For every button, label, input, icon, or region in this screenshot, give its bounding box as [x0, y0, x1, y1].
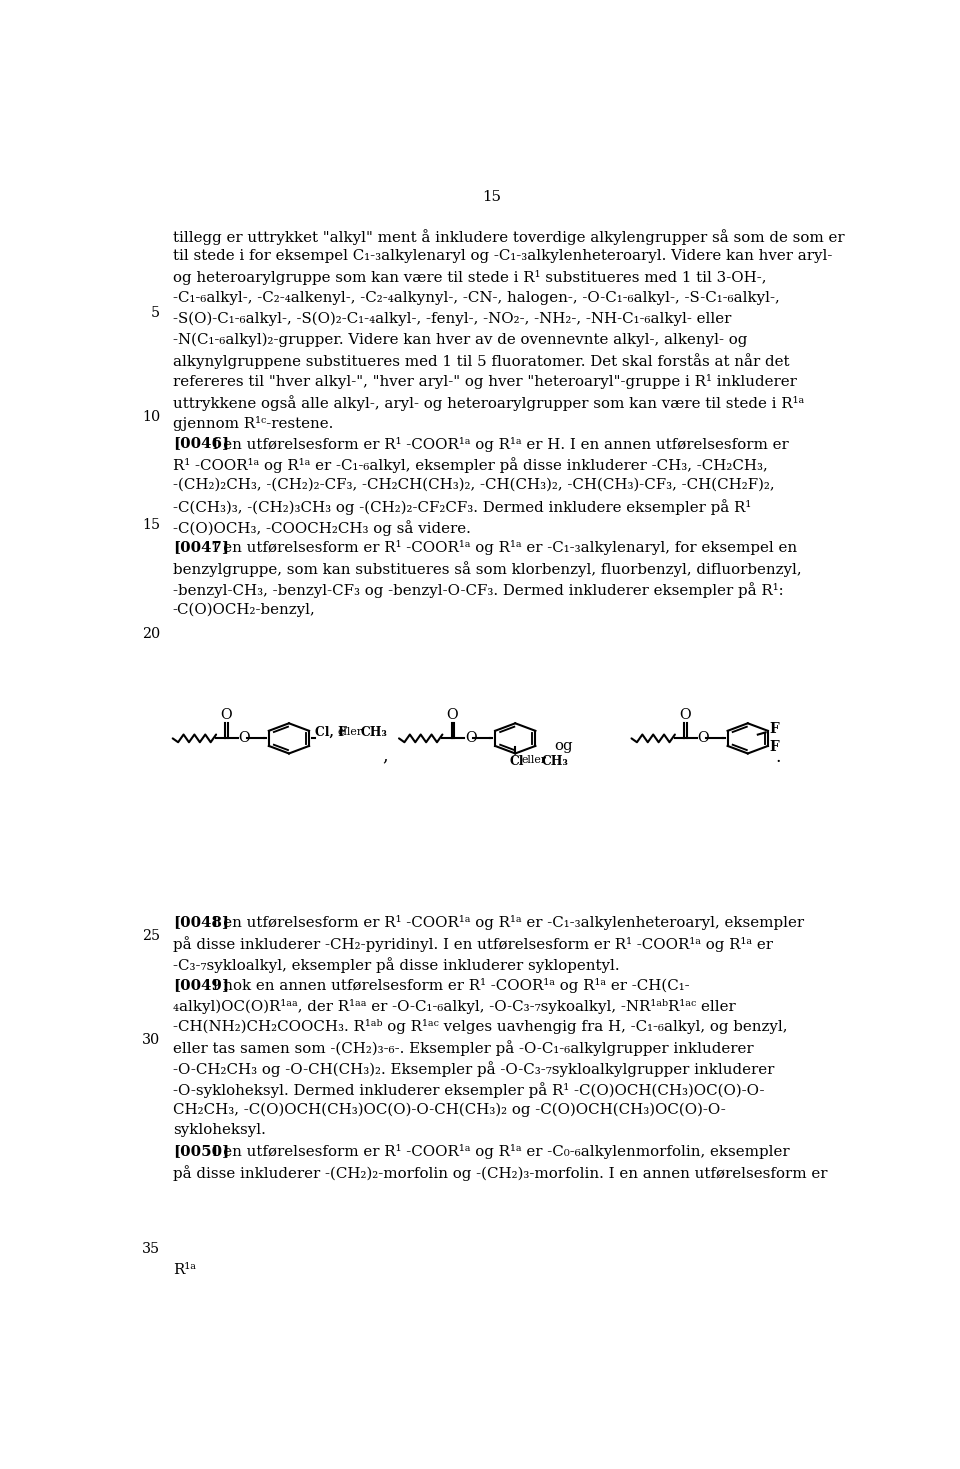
Text: 5: 5	[151, 306, 160, 320]
Text: F: F	[769, 723, 780, 736]
Text: 20: 20	[142, 627, 160, 640]
Text: og heteroarylgruppe som kan være til stede i R¹ substitueres med 1 til 3-OH-,: og heteroarylgruppe som kan være til ste…	[173, 270, 766, 285]
Text: -O-CH₂CH₃ og -O-CH(CH₃)₂. Eksempler på -O-C₃-₇sykloalkylgrupper inkluderer: -O-CH₂CH₃ og -O-CH(CH₃)₂. Eksempler på -…	[173, 1061, 774, 1077]
Text: -S(O)-C₁-₆alkyl-, -S(O)₂-C₁-₄alkyl-, -fenyl-, -NO₂-, -NH₂-, -NH-C₁-₆alkyl- eller: -S(O)-C₁-₆alkyl-, -S(O)₂-C₁-₄alkyl-, -fe…	[173, 311, 732, 326]
Text: 15: 15	[483, 190, 501, 204]
Text: uttrykkene også alle alkyl-, aryl- og heteroarylgrupper som kan være til stede i: uttrykkene også alle alkyl-, aryl- og he…	[173, 395, 804, 411]
Text: benzylgruppe, som kan substitueres så som klorbenzyl, fluorbenzyl, difluorbenzyl: benzylgruppe, som kan substitueres så so…	[173, 561, 802, 577]
Text: O: O	[697, 730, 709, 745]
Text: 30: 30	[142, 1033, 160, 1047]
Text: tillegg er uttrykket "alkyl" ment å inkludere toverdige alkylengrupper så som de: tillegg er uttrykket "alkyl" ment å inkl…	[173, 229, 845, 244]
Text: [0050]: [0050]	[173, 1144, 228, 1158]
Text: CH₃: CH₃	[541, 755, 568, 768]
Text: 15: 15	[142, 519, 160, 532]
Text: -CH(NH₂)CH₂COOCH₃. R¹ᵃᵇ og R¹ᵃᶜ velges uavhengig fra H, -C₁-₆alkyl, og benzyl,: -CH(NH₂)CH₂COOCH₃. R¹ᵃᵇ og R¹ᵃᶜ velges u…	[173, 1019, 787, 1034]
Text: O: O	[446, 708, 458, 723]
Text: ,: ,	[382, 746, 388, 764]
Text: 25: 25	[142, 930, 160, 943]
Text: R¹ -COOR¹ᵃ og R¹ᵃ er -C₁-₆alkyl, eksempler på disse inkluderer -CH₃, -CH₂CH₃,: R¹ -COOR¹ᵃ og R¹ᵃ er -C₁-₆alkyl, eksempl…	[173, 457, 767, 473]
Text: [0046]: [0046]	[173, 436, 228, 451]
Text: ₄alkyl)OC(O)R¹ᵃᵃ, der R¹ᵃᵃ er -O-C₁-₆alkyl, -O-C₃-₇sykoalkyl, -NR¹ᵃᵇR¹ᵃᶜ eller: ₄alkyl)OC(O)R¹ᵃᵃ, der R¹ᵃᵃ er -O-C₁-₆alk…	[173, 999, 735, 1014]
Text: I en utførelsesform er R¹ -COOR¹ᵃ og R¹ᵃ er H. I en annen utførelsesform er: I en utførelsesform er R¹ -COOR¹ᵃ og R¹ᵃ…	[203, 436, 789, 451]
Text: sykloheksyl.: sykloheksyl.	[173, 1124, 266, 1137]
Text: eller tas samen som -(CH₂)₃-₆-. Eksempler på -O-C₁-₆alkylgrupper inkluderer: eller tas samen som -(CH₂)₃-₆-. Eksemple…	[173, 1040, 754, 1056]
Text: O: O	[465, 730, 476, 745]
Text: refereres til "hver alkyl-", "hver aryl-" og hver "heteroaryl"-gruppe i R¹ inklu: refereres til "hver alkyl-", "hver aryl-…	[173, 375, 797, 389]
Text: -(CH₂)₂CH₃, -(CH₂)₂-CF₃, -CH₂CH(CH₃)₂, -CH(CH₃)₂, -CH(CH₃)-CF₃, -CH(CH₂F)₂,: -(CH₂)₂CH₃, -(CH₂)₂-CF₃, -CH₂CH(CH₃)₂, -…	[173, 477, 775, 492]
Text: CH₂CH₃, -C(O)OCH(CH₃)OC(O)-O-CH(CH₃)₂ og -C(O)OCH(CH₃)OC(O)-O-: CH₂CH₃, -C(O)OCH(CH₃)OC(O)-O-CH(CH₃)₂ og…	[173, 1103, 726, 1116]
Text: på disse inkluderer -CH₂-pyridinyl. I en utførelsesform er R¹ -COOR¹ᵃ og R¹ᵃ er: på disse inkluderer -CH₂-pyridinyl. I en…	[173, 936, 773, 952]
Text: O: O	[239, 730, 251, 745]
Text: på disse inkluderer -(CH₂)₂-morfolin og -(CH₂)₃-morfolin. I en annen utførelsesf: på disse inkluderer -(CH₂)₂-morfolin og …	[173, 1165, 828, 1181]
Text: -O-sykloheksyl. Dermed inkluderer eksempler på R¹ -C(O)OCH(CH₃)OC(O)-O-: -O-sykloheksyl. Dermed inkluderer eksemp…	[173, 1081, 764, 1097]
Text: R¹ᵃ: R¹ᵃ	[173, 1263, 196, 1277]
Text: I en utførelsesform er R¹ -COOR¹ᵃ og R¹ᵃ er -C₁-₃alkylenheteroaryl, eksempler: I en utførelsesform er R¹ -COOR¹ᵃ og R¹ᵃ…	[203, 915, 804, 930]
Text: F: F	[769, 740, 780, 755]
Text: I en utførelsesform er R¹ -COOR¹ᵃ og R¹ᵃ er -C₁-₃alkylenaryl, for eksempel en: I en utførelsesform er R¹ -COOR¹ᵃ og R¹ᵃ…	[203, 541, 797, 555]
Text: .: .	[776, 748, 781, 765]
Text: gjennom R¹ᶜ-restene.: gjennom R¹ᶜ-restene.	[173, 416, 333, 430]
Text: O: O	[679, 708, 691, 723]
Text: Cl, F: Cl, F	[315, 726, 348, 739]
Text: eller: eller	[337, 727, 362, 737]
Text: [0049]: [0049]	[173, 978, 228, 992]
Text: Cl: Cl	[509, 755, 523, 768]
Text: 10: 10	[142, 410, 160, 423]
Text: I en utførelsesform er R¹ -COOR¹ᵃ og R¹ᵃ er -C₀-₆alkylenmorfolin, eksempler: I en utførelsesform er R¹ -COOR¹ᵃ og R¹ᵃ…	[203, 1144, 789, 1159]
Text: -N(C₁-₆alkyl)₂-grupper. Videre kan hver av de ovennevnte alkyl-, alkenyl- og: -N(C₁-₆alkyl)₂-grupper. Videre kan hver …	[173, 332, 747, 347]
Text: og: og	[554, 739, 572, 754]
Text: CH₃: CH₃	[360, 726, 387, 739]
Text: -C₁-₆alkyl-, -C₂-₄alkenyl-, -C₂-₄alkynyl-, -CN-, halogen-, -O-C₁-₆alkyl-, -S-C₁-: -C₁-₆alkyl-, -C₂-₄alkenyl-, -C₂-₄alkynyl…	[173, 291, 780, 306]
Text: -benzyl-CH₃, -benzyl-CF₃ og -benzyl-O-CF₃. Dermed inkluderer eksempler på R¹:: -benzyl-CH₃, -benzyl-CF₃ og -benzyl-O-CF…	[173, 582, 783, 598]
Text: -C₃-₇sykloalkyl, eksempler på disse inkluderer syklopentyl.: -C₃-₇sykloalkyl, eksempler på disse inkl…	[173, 958, 619, 972]
Text: [0048]: [0048]	[173, 915, 228, 930]
Text: -C(CH₃)₃, -(CH₂)₃CH₃ og -(CH₂)₂-CF₂CF₃. Dermed inkludere eksempler på R¹: -C(CH₃)₃, -(CH₂)₃CH₃ og -(CH₂)₂-CF₂CF₃. …	[173, 499, 751, 514]
Text: -C(O)OCH₃, -COOCH₂CH₃ og så videre.: -C(O)OCH₃, -COOCH₂CH₃ og så videre.	[173, 520, 470, 536]
Text: eller: eller	[521, 755, 546, 765]
Text: I nok en annen utførelsesform er R¹ -COOR¹ᵃ og R¹ᵃ er -CH(C₁-: I nok en annen utførelsesform er R¹ -COO…	[203, 978, 689, 993]
Text: O: O	[221, 708, 232, 723]
Text: [0047]: [0047]	[173, 541, 228, 554]
Text: alkynylgruppene substitueres med 1 til 5 fluoratomer. Det skal forstås at når de: alkynylgruppene substitueres med 1 til 5…	[173, 354, 789, 369]
Text: 35: 35	[142, 1241, 160, 1256]
Text: til stede i for eksempel C₁-₃alkylenaryl og -C₁-₃alkylenheteroaryl. Videre kan h: til stede i for eksempel C₁-₃alkylenaryl…	[173, 250, 832, 263]
Text: -C(O)OCH₂-benzyl,: -C(O)OCH₂-benzyl,	[173, 602, 316, 617]
